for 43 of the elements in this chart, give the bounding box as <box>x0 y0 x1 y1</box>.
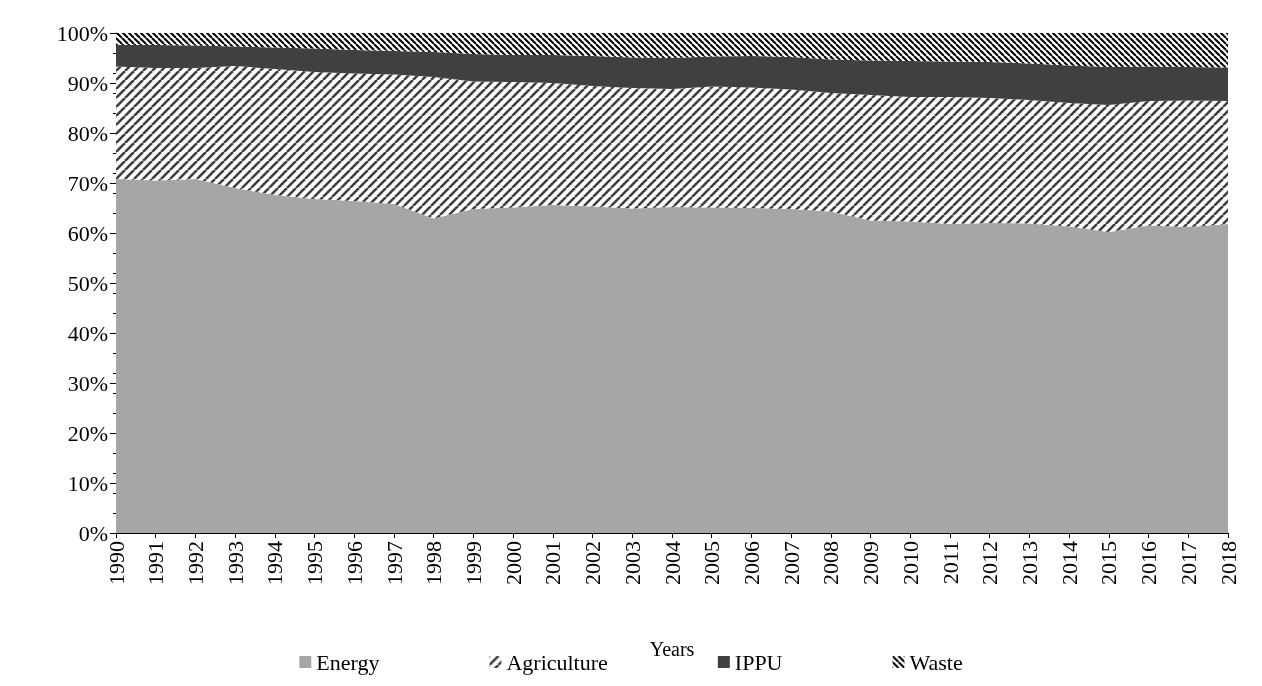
x-tick-label: 1994 <box>262 541 288 585</box>
x-tick-label: 2012 <box>977 541 1003 585</box>
x-tick-label: 2003 <box>619 541 645 585</box>
x-tick-label: 2005 <box>699 541 725 585</box>
x-axis-title: Years <box>649 638 695 660</box>
x-tick-label: 2011 <box>937 541 963 585</box>
y-tick-label: 90% <box>67 70 108 96</box>
x-tick-label: 2013 <box>1016 541 1042 585</box>
x-tick-label: 2009 <box>858 541 884 585</box>
x-tick-label: 1999 <box>460 541 486 585</box>
x-tick-label: 2006 <box>738 541 764 585</box>
x-tick-label: 2017 <box>1175 541 1201 585</box>
y-tick-label: 80% <box>67 120 108 146</box>
y-tick-label: 30% <box>67 370 108 396</box>
x-tick-label: 2002 <box>580 541 606 585</box>
x-tick-label: 2007 <box>778 541 804 585</box>
x-tick-label: 2010 <box>897 541 923 585</box>
x-tick-label: 2016 <box>1136 541 1162 585</box>
x-tick-label: 1996 <box>341 541 367 585</box>
x-tick-label: 2008 <box>818 541 844 585</box>
y-tick-label: 60% <box>67 220 108 246</box>
y-tick-label: 20% <box>67 420 108 446</box>
y-tick-label: 40% <box>67 320 108 346</box>
x-tick-label: 2014 <box>1056 541 1082 585</box>
x-tick-label: 1997 <box>381 541 407 585</box>
x-tick-label: 1992 <box>182 541 208 585</box>
y-tick-label: 50% <box>67 270 108 296</box>
legend-label: Waste <box>909 649 963 675</box>
x-tick-label: 1998 <box>421 541 447 585</box>
y-tick-label: 10% <box>67 470 108 496</box>
legend-label: Agriculture <box>506 649 608 675</box>
y-tick-label: 70% <box>67 170 108 196</box>
legend-label: Energy <box>316 649 380 675</box>
x-tick-label: 2015 <box>1096 541 1122 585</box>
x-tick-label: 2018 <box>1215 541 1241 585</box>
y-tick-label: 100% <box>56 20 108 46</box>
x-tick-label: 2001 <box>540 541 566 585</box>
legend-label: IPPU <box>734 649 783 675</box>
x-tick-label: 2000 <box>500 541 526 585</box>
x-tick-label: 1995 <box>302 541 328 585</box>
x-tick-label: 1991 <box>143 541 169 585</box>
x-tick-label: 1993 <box>222 541 248 585</box>
x-tick-label: 2004 <box>659 541 685 585</box>
